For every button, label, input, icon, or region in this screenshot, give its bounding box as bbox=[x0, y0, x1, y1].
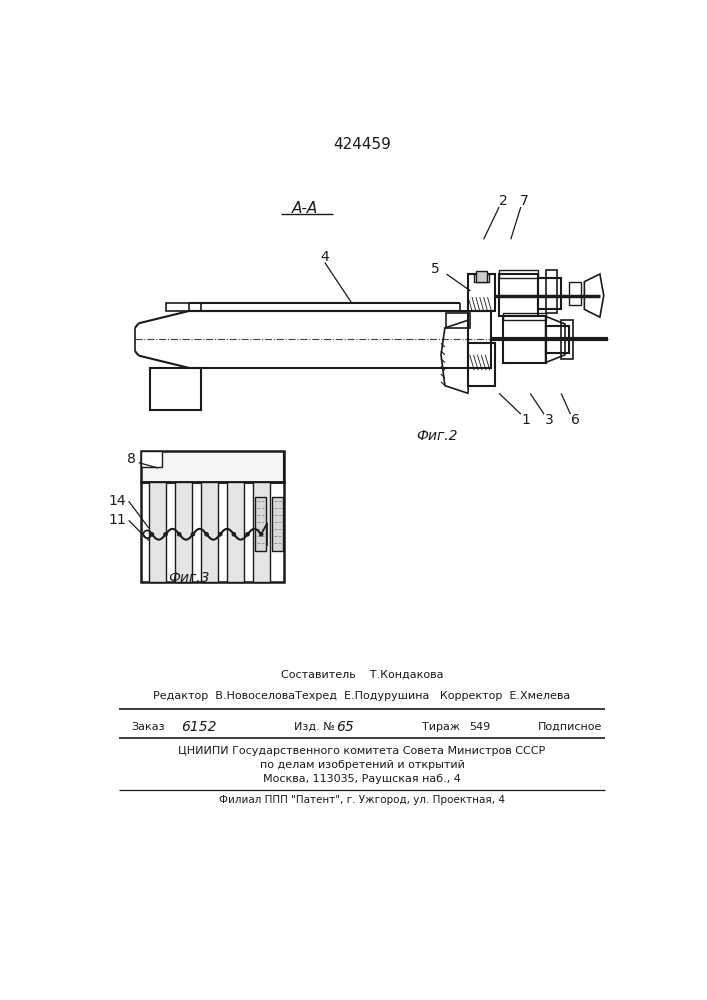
Text: ЦНИИПИ Государственного комитета Совета Министров СССР: ЦНИИПИ Государственного комитета Совета … bbox=[178, 746, 546, 756]
Circle shape bbox=[232, 532, 236, 536]
Circle shape bbox=[150, 532, 154, 536]
Text: Филиал ППП "Патент", г. Ужгород, ул. Проектная, 4: Филиал ППП "Патент", г. Ужгород, ул. Про… bbox=[219, 795, 505, 805]
Text: 11: 11 bbox=[108, 513, 126, 527]
Text: 65: 65 bbox=[337, 720, 354, 734]
Circle shape bbox=[259, 532, 263, 536]
Bar bbox=[255, 497, 266, 551]
Text: Заказ: Заказ bbox=[131, 722, 165, 732]
Text: 2: 2 bbox=[498, 194, 508, 208]
Text: 1: 1 bbox=[522, 413, 531, 427]
Bar bbox=[227, 482, 244, 582]
Text: 5: 5 bbox=[431, 262, 440, 276]
Text: 6: 6 bbox=[571, 413, 580, 427]
Bar bbox=[538, 278, 561, 309]
Bar bbox=[503, 312, 546, 320]
Bar bbox=[476, 271, 486, 282]
Bar bbox=[468, 311, 491, 368]
Bar bbox=[503, 316, 546, 363]
Text: Тираж: Тираж bbox=[421, 722, 460, 732]
Text: по делам изобретений и открытий: по делам изобретений и открытий bbox=[259, 760, 464, 770]
Text: 14: 14 bbox=[108, 494, 126, 508]
Bar bbox=[151, 368, 201, 410]
Bar bbox=[166, 303, 201, 311]
Bar bbox=[468, 343, 495, 386]
Circle shape bbox=[204, 532, 209, 536]
Text: Фиг.2: Фиг.2 bbox=[416, 429, 458, 443]
Polygon shape bbox=[141, 451, 162, 466]
Circle shape bbox=[163, 532, 168, 536]
Bar bbox=[546, 270, 557, 312]
Bar bbox=[149, 482, 166, 582]
Text: Подписное: Подписное bbox=[538, 722, 602, 732]
Text: 7: 7 bbox=[520, 194, 529, 208]
Text: Фиг.3: Фиг.3 bbox=[168, 571, 210, 585]
Bar bbox=[499, 274, 538, 316]
Text: 3: 3 bbox=[545, 413, 554, 427]
Text: 549: 549 bbox=[469, 722, 491, 732]
Bar bbox=[272, 497, 283, 551]
Text: 424459: 424459 bbox=[333, 137, 391, 152]
Bar bbox=[499, 270, 538, 278]
Circle shape bbox=[218, 532, 222, 536]
Bar bbox=[446, 312, 469, 328]
Text: 8: 8 bbox=[127, 452, 136, 466]
Bar bbox=[474, 274, 489, 282]
Text: 6152: 6152 bbox=[182, 720, 217, 734]
Text: 4: 4 bbox=[320, 250, 329, 264]
Bar bbox=[175, 482, 192, 582]
Bar bbox=[201, 482, 218, 582]
Text: А-А: А-А bbox=[292, 201, 318, 216]
Bar bbox=[141, 451, 284, 482]
Circle shape bbox=[191, 532, 195, 536]
Text: Составитель    Т.Кондакова: Составитель Т.Кондакова bbox=[281, 669, 443, 679]
Bar bbox=[546, 326, 569, 353]
Bar bbox=[141, 482, 284, 582]
Text: Редактор  В.НовоселоваТехред  Е.Подурушина   Корректор  Е.Хмелева: Редактор В.НовоселоваТехред Е.Подурушина… bbox=[153, 691, 571, 701]
Bar bbox=[561, 320, 573, 359]
Bar bbox=[569, 282, 580, 305]
Circle shape bbox=[177, 532, 181, 536]
Circle shape bbox=[245, 532, 250, 536]
Text: Изд. №: Изд. № bbox=[293, 722, 334, 732]
Bar bbox=[468, 274, 495, 311]
Text: Москва, 113035, Раушская наб., 4: Москва, 113035, Раушская наб., 4 bbox=[263, 774, 461, 784]
Bar bbox=[253, 482, 270, 582]
